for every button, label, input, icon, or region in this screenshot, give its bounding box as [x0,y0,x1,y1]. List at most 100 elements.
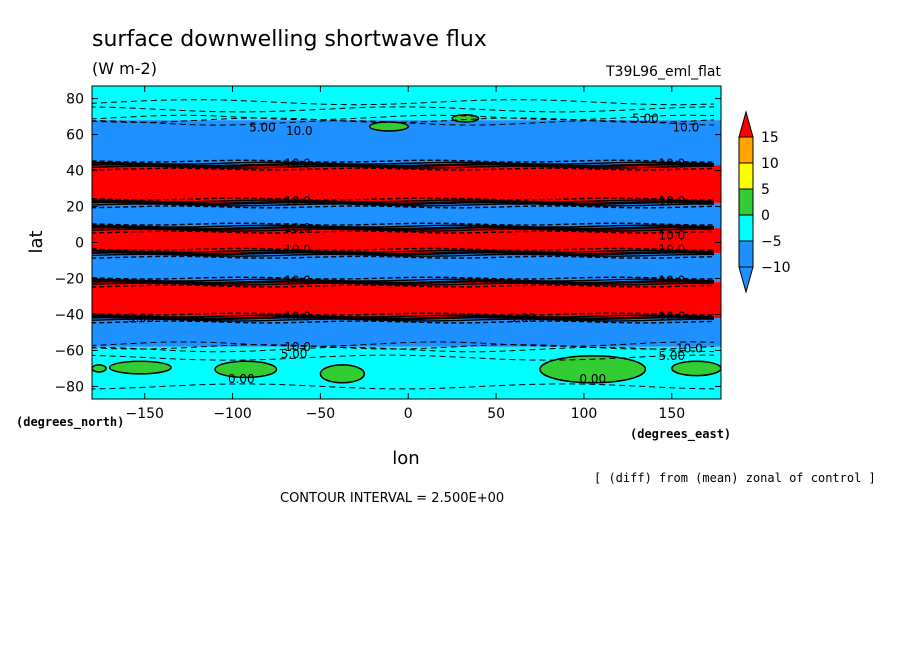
contour-label: 10.0 [658,243,685,257]
contour-line [92,199,715,203]
contour-line [92,159,714,163]
contour-line [92,225,715,231]
contour-line [92,230,715,234]
colorbar-segment [738,188,754,216]
contour-line [92,162,715,168]
y-tick-label: −20 [54,271,84,287]
y-tick-label: −80 [54,379,84,395]
contour-line [92,276,714,280]
contour-label: 0.00 [579,372,606,386]
contour-label: 0.00 [228,372,255,386]
positive-patch [539,355,647,384]
contour-interval: CONTOUR INTERVAL = 2.500E+00 [280,491,504,506]
contour-line [92,344,715,350]
x-units-label: (degrees_east) [630,427,731,442]
contour-label: 10.0 [284,309,311,323]
band-6 [92,282,721,319]
contour-label: 10.0 [284,340,311,354]
y-axis: −80 −60 −40 −20 0 20 40 60 80 [54,92,721,395]
positive-patch [671,360,721,377]
contour-line [92,224,715,228]
contour-label: 10.0 [284,243,311,257]
x-tick-label: 50 [487,406,505,422]
positive-patch [92,364,107,373]
y-axis-label: lat [26,230,47,253]
contour-line [92,278,715,282]
positive-patch [214,360,278,379]
contour-line [92,200,715,206]
contour-line [92,247,714,251]
contour-line [92,249,715,253]
positive-patch [108,360,172,375]
x-tick-label: 0 [404,406,413,422]
positive-patch [451,114,480,123]
contour-label: 10.0 [676,342,703,356]
colorbar-label: −10 [761,260,791,276]
contour-label: 10.0 [673,120,700,134]
contour-label: 10.0 [284,194,311,208]
positive-patch [319,364,366,384]
y-tick-label: −40 [54,307,84,323]
contour-line [92,284,715,288]
colorbar-segment [738,240,754,268]
contour-label: 5.00 [128,311,155,325]
contour-line [92,251,715,256]
contour-label: 10.0 [284,221,311,235]
chart-units: (W m-2) [92,59,157,78]
colorbar-label: 0 [761,208,770,224]
y-units-label: (degrees_north) [16,415,124,430]
contour-label: 10.0 [284,156,311,170]
contour-label: 10.0 [658,156,685,170]
colorbar-segment [738,136,754,164]
contour-line [92,312,714,316]
x-tick-label: 150 [658,406,685,422]
x-tick-label: −50 [306,406,336,422]
band-7 [92,318,721,347]
contour-label: 10.0 [286,124,313,138]
contour-label: 5.00 [658,349,685,363]
contour-label: 10.0 [658,309,685,323]
contour-label: 10.0 [658,228,685,242]
colorbar-label: 5 [761,182,770,198]
bands-layer [92,86,721,399]
patches-layer [92,114,721,384]
colorbar-min-arrow [738,266,754,294]
contours-layer [92,99,715,390]
x-tick-label: −100 [213,406,251,422]
y-tick-label: 0 [75,236,84,252]
contour-line [92,222,714,226]
contour-label: 10.0 [658,194,685,208]
contour-line [92,314,715,318]
contour-line [92,315,715,321]
colorbar: −10 −5 0 5 10 15 [738,110,791,294]
contour-line [92,117,715,123]
contour-label: 5.00 [281,347,308,361]
contour-line [92,279,715,285]
colorbar-max-arrow [738,110,754,138]
colorbar-label: −5 [761,234,782,250]
y-tick-label: −60 [54,343,84,359]
contour-line [92,197,715,201]
contour-label: 5.00 [509,311,536,325]
contour-line [92,205,715,209]
contour-label: 5.00 [249,120,276,134]
contour-label: 10.0 [284,273,311,287]
x-axis-label: lon [392,448,419,469]
chart-title: surface downwelling shortwave flux [92,27,487,52]
y-tick-label: 80 [66,92,84,108]
x-tick-label: −150 [125,406,163,422]
source-note: [ (diff) from (mean) zonal of control ] [594,471,876,485]
y-tick-label: 60 [66,128,84,144]
contour-line [92,161,715,165]
colorbar-label: 15 [761,130,779,146]
band-2 [92,165,721,203]
contour-line [92,167,715,171]
colorbar-segment [738,162,754,190]
x-tick-label: 100 [571,406,598,422]
colorbar-label: 10 [761,156,779,172]
contour-line [92,255,715,259]
positive-patch [368,121,410,132]
